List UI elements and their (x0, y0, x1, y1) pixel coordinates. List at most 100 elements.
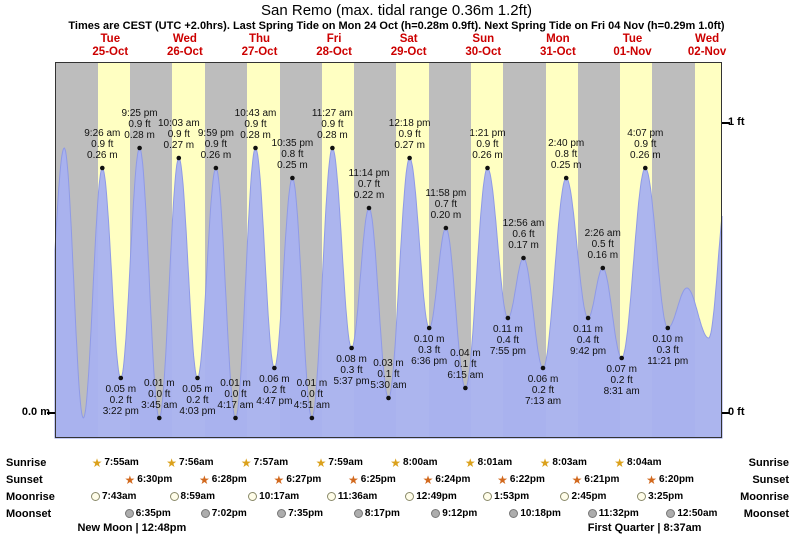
moonrise-icon (405, 492, 415, 501)
sunrise-icon: ★ (390, 456, 402, 470)
daylight-band (97, 62, 131, 438)
day-header: Sat 29-Oct (390, 33, 427, 58)
moonset-time: 9:12pm (442, 508, 478, 519)
moonset-time: 7:02pm (211, 508, 247, 519)
day-header: Fri 28-Oct (316, 33, 352, 58)
moonrise-event: 2:45pm (560, 491, 606, 509)
moonset-time: 12:50am (677, 508, 718, 519)
moonrise-icon (326, 492, 336, 501)
sunset-row-label-left: Sunset (6, 474, 43, 486)
sunrise-time: 7:56am (179, 457, 214, 468)
moonset-time: 11:32pm (598, 508, 639, 519)
day-header: Wed 02-Nov (687, 33, 727, 58)
y-axis-label-0ft: 0 ft (728, 406, 745, 418)
day-header: Thu 27-Oct (241, 33, 278, 58)
sunset-row-label-right: Sunset (752, 474, 789, 486)
sunset-event: ★ 6:24pm (423, 474, 471, 492)
sunrise-icon: ★ (166, 456, 178, 470)
moonrise-time: 12:49pm (416, 491, 457, 502)
moonset-event: 11:32pm (587, 508, 639, 526)
moonrise-icon (483, 492, 493, 501)
sunset-event: ★ 6:25pm (348, 474, 396, 492)
moonrise-icon (560, 492, 570, 501)
moonset-icon (587, 509, 597, 518)
moonrise-icon (248, 492, 258, 501)
moonset-icon (277, 509, 287, 518)
moonset-time: 8:17pm (364, 508, 400, 519)
sunset-icon: ★ (348, 473, 359, 487)
moonset-time: 7:35pm (288, 508, 324, 519)
sunrise-event: ★ 8:04am (614, 457, 661, 475)
moonset-event: 7:02pm (200, 508, 247, 526)
moonset-row-label-right: Moonset (743, 508, 789, 520)
moonrise-event: 8:59am (169, 491, 215, 509)
day-header: Mon 31-Oct (539, 33, 576, 58)
moonrise-time: 7:43am (101, 491, 137, 502)
moonset-event: 6:35pm (124, 508, 171, 526)
sunset-event: ★ 6:21pm (572, 474, 620, 492)
moonset-event: 12:50am (666, 508, 717, 526)
sunrise-row-label-left: Sunrise (6, 457, 47, 469)
moonset-row-label-left: Moonset (6, 508, 52, 520)
sunrise-icon: ★ (464, 456, 476, 470)
moonrise-row-label-right: Moonrise (740, 491, 789, 503)
daylight-band (321, 62, 355, 438)
moonrise-time: 2:45pm (571, 491, 607, 502)
sunrise-icon: ★ (240, 456, 252, 470)
sunrise-row-label-right: Sunrise (748, 457, 789, 469)
sunset-event: ★ 6:28pm (199, 474, 247, 492)
chart-subtitle: Times are CEST (UTC +2.0hrs). Last Sprin… (68, 20, 725, 32)
sunrise-time: 7:57am (253, 457, 289, 468)
sunrise-icon: ★ (539, 456, 551, 470)
moonset-icon (353, 509, 363, 518)
sunrise-event: ★ 7:57am (241, 457, 288, 475)
sunset-icon: ★ (124, 473, 136, 487)
day-header: Wed 26-Oct (166, 33, 203, 58)
sunset-time: 6:21pm (584, 474, 620, 485)
sunrise-event: ★ 7:55am (92, 457, 139, 475)
sunset-time: 6:20pm (658, 474, 694, 485)
moonset-event: 10:18pm (509, 508, 561, 526)
sunrise-time: 8:03am (552, 457, 587, 468)
moonrise-event: 10:17am (248, 491, 299, 509)
left-axis-tick (47, 412, 55, 414)
moonset-icon (124, 509, 134, 518)
sunrise-event: ★ 7:56am (166, 457, 213, 475)
sunset-time: 6:28pm (211, 474, 247, 485)
moonset-icon (200, 509, 210, 518)
moonrise-event: 1:53pm (483, 491, 529, 509)
right-axis-tick-0ft (722, 412, 730, 414)
moonrise-time: 3:25pm (648, 491, 684, 502)
moonset-event: 9:12pm (431, 508, 477, 526)
day-header: Tue 25-Oct (92, 33, 129, 58)
sunrise-event: ★ 8:01am (465, 457, 512, 475)
sunset-time: 6:25pm (360, 474, 396, 485)
moonrise-event: 7:43am (90, 491, 137, 509)
sunrise-icon: ★ (315, 456, 327, 470)
moonrise-time: 11:36am (337, 491, 378, 502)
moonrise-event: 11:36am (326, 491, 378, 509)
sunrise-icon: ★ (91, 456, 103, 470)
moonset-icon (431, 509, 441, 518)
sunset-icon: ★ (199, 473, 210, 487)
sunrise-time: 8:04am (627, 457, 662, 468)
daylight-band (470, 62, 504, 438)
y-axis-label-meters: 0.0 m (21, 406, 50, 418)
moonset-icon (666, 509, 676, 518)
moonset-icon (509, 509, 519, 518)
daylight-band (246, 62, 280, 438)
sunset-time: 6:24pm (435, 474, 471, 485)
moonrise-icon (90, 492, 100, 501)
sunrise-time: 8:00am (403, 457, 438, 468)
moonrise-event: 12:49pm (405, 491, 457, 509)
sunrise-event: ★ 7:59am (316, 457, 363, 475)
sunrise-event: ★ 8:03am (540, 457, 587, 475)
moonrise-event: 3:25pm (637, 491, 683, 509)
sunset-icon: ★ (571, 473, 583, 487)
day-header: Sun 30-Oct (465, 33, 502, 58)
tide-plot (55, 62, 722, 438)
sunset-time: 6:22pm (509, 474, 545, 485)
y-axis-label-1ft: 1 ft (728, 116, 745, 128)
daylight-band (694, 62, 722, 438)
moonrise-row-label-left: Moonrise (6, 491, 55, 503)
